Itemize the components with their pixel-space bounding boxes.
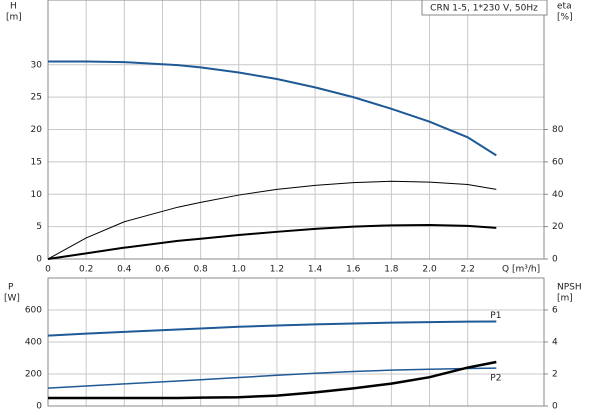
x-tick-label: 0: [45, 265, 51, 275]
y2-tick-label: 4: [552, 338, 558, 348]
title-box: [421, 0, 548, 16]
x-tick-label: 1.8: [384, 265, 399, 275]
curve: [48, 360, 497, 400]
plot-frame: [47, 277, 545, 407]
x-tick-label: 1.4: [308, 265, 323, 275]
y2-axis-label: eta: [557, 2, 572, 12]
y2-axis-unit: [%]: [557, 13, 573, 23]
y-tick-label: 20: [31, 125, 43, 135]
y2-tick-label: 40: [552, 190, 564, 200]
x-axis-label: Q [m³/h]: [502, 265, 540, 275]
x-tick-label: 0.2: [79, 265, 93, 275]
x-tick-label: 1.0: [232, 265, 247, 275]
y-axis-unit: [W]: [4, 294, 20, 304]
y2-tick-label: 2: [552, 370, 558, 380]
x-tick-label: 0.8: [193, 265, 208, 275]
y-tick-label: 10: [31, 190, 43, 200]
y-axis-label: P: [8, 283, 14, 293]
x-tick-label: 1.6: [346, 265, 361, 275]
x-tick-label: 1.2: [270, 265, 284, 275]
y2-tick-label: 80: [552, 125, 564, 135]
series-label: P1: [490, 311, 501, 321]
chart-title: CRN 1-5, 1*230 V, 50Hz: [430, 4, 538, 14]
y-axis-label: H: [10, 2, 17, 12]
x-tick-label: 2.2: [461, 265, 475, 275]
curve: [47, 320, 497, 337]
x-tick-label: 0.4: [117, 265, 132, 275]
y-tick-label: 30: [31, 60, 43, 70]
x-tick-label: 0.6: [155, 265, 170, 275]
plot-frame: [47, 0, 545, 260]
y2-tick-label: 20: [552, 222, 564, 232]
y2-tick-label: 60: [552, 157, 564, 167]
y-tick-label: 200: [25, 370, 42, 380]
curve: [47, 224, 497, 260]
y-tick-label: 15: [31, 157, 42, 167]
x-tick-label: 2.0: [422, 265, 437, 275]
y2-tick-label: 0: [552, 402, 558, 412]
y-tick-label: 0: [36, 402, 42, 412]
curve: [47, 180, 497, 260]
y-axis-unit: [m]: [6, 13, 22, 23]
y-tick-label: 0: [36, 255, 42, 265]
y2-axis-label: NPSH: [557, 283, 582, 293]
y2-axis-unit: [m]: [557, 294, 573, 304]
y2-tick-label: 6: [552, 306, 558, 316]
curve: [47, 367, 497, 389]
y2-tick-label: 0: [552, 255, 558, 265]
y-tick-label: 5: [36, 222, 42, 232]
curve: [48, 60, 497, 157]
y-tick-label: 25: [31, 93, 42, 103]
y-tick-label: 400: [25, 338, 42, 348]
y-tick-label: 600: [25, 306, 42, 316]
series-label: P2: [490, 374, 501, 384]
